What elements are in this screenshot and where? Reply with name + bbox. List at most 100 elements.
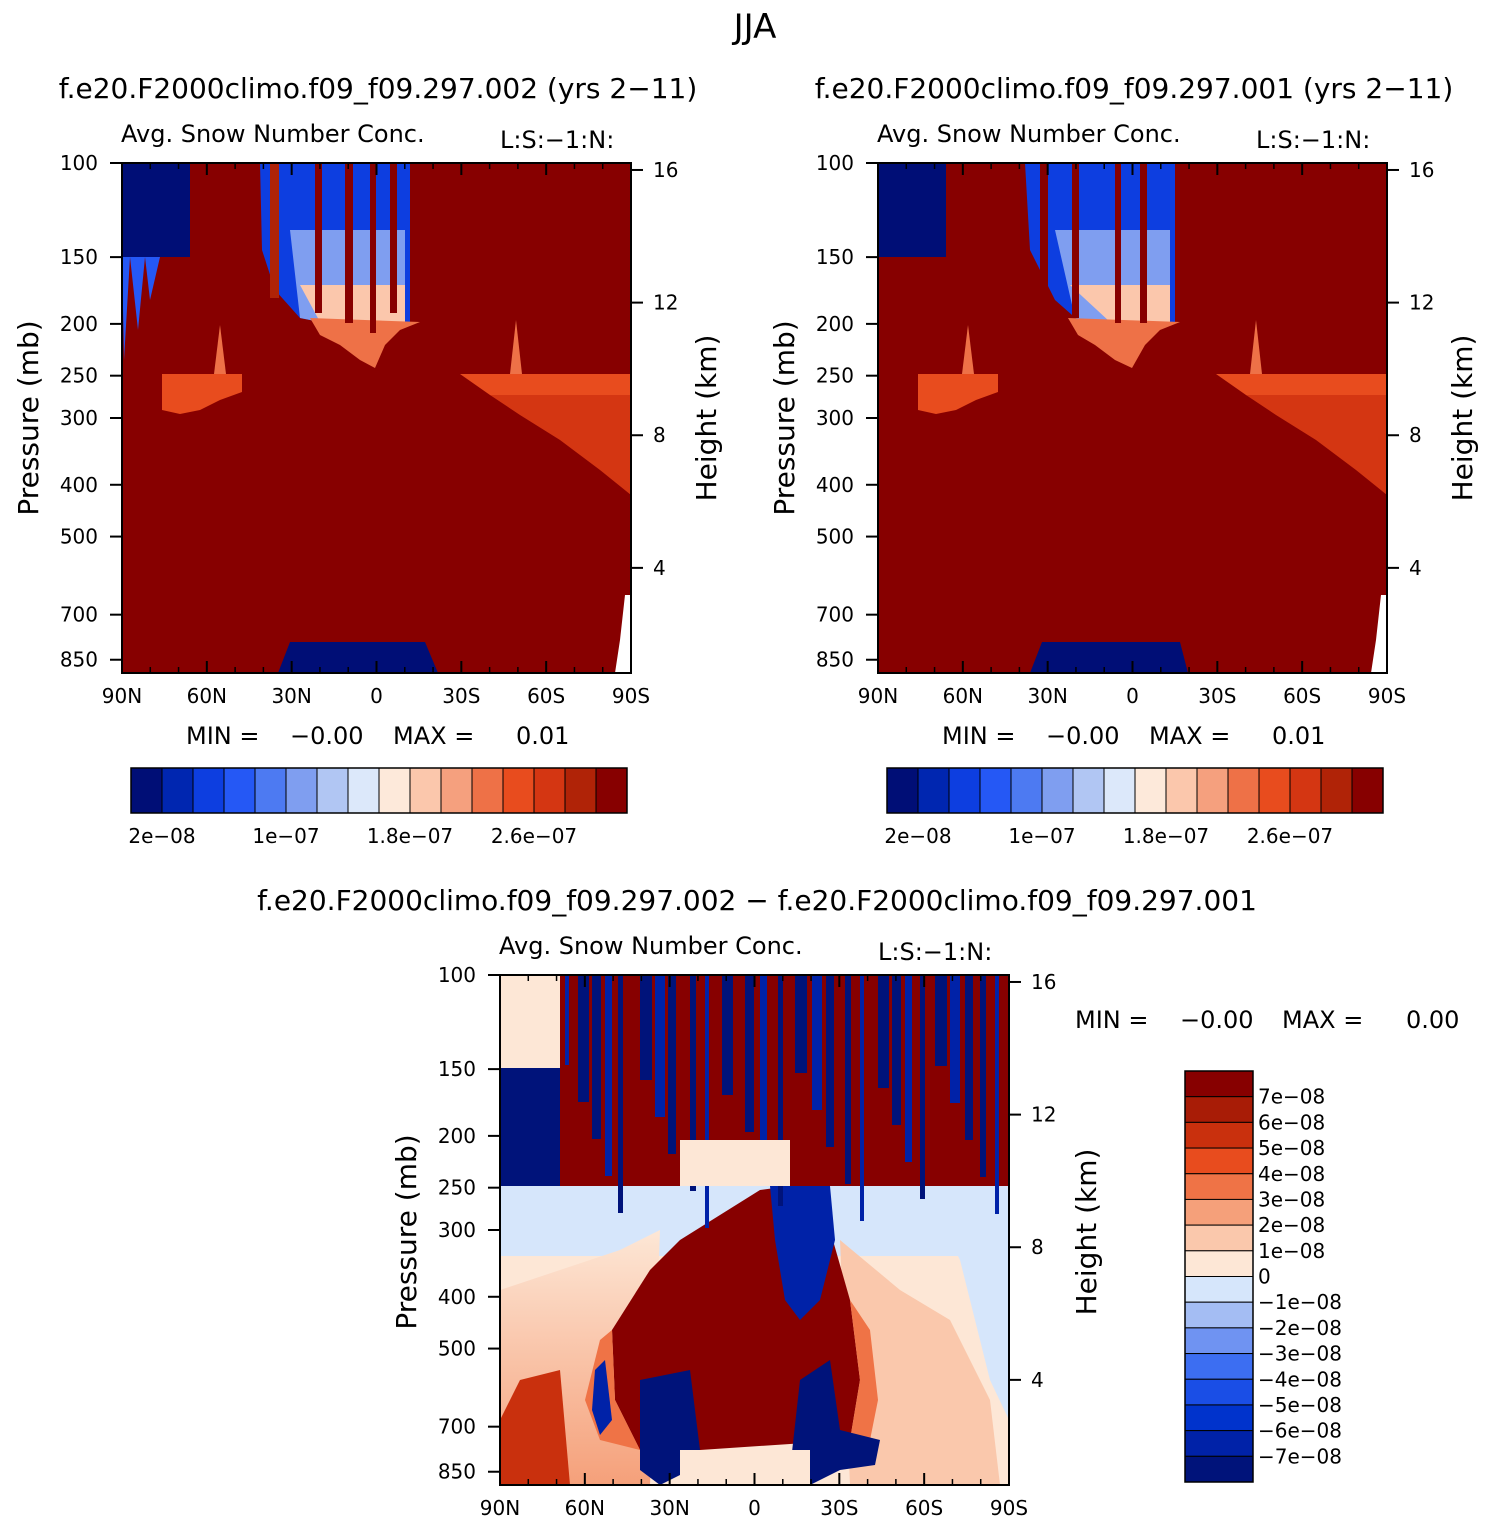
y2-tick-label: 12 xyxy=(653,291,678,315)
colorbar-label: 7e−08 xyxy=(1258,1085,1325,1109)
colorbar-swatch xyxy=(1184,1198,1254,1226)
x-tick-label: 90N xyxy=(102,684,142,708)
field-stripe xyxy=(778,975,783,1206)
x-tick-label: 60N xyxy=(943,684,983,708)
y-tick-label: 400 xyxy=(60,473,98,497)
min-label: MIN = xyxy=(1075,1006,1148,1034)
x-tick-label: 30N xyxy=(649,1496,689,1520)
colorbar-frame xyxy=(130,767,628,814)
panel-title: f.e20.F2000climo.f09_f09.297.002 − f.e20… xyxy=(257,884,1257,917)
field-darkorange-sh xyxy=(490,395,631,495)
colorbar: 2e−08 1e−07 1.8e−07 2.6e−07 xyxy=(884,767,1384,848)
colorbar-frame xyxy=(1184,1070,1254,1483)
field-stripe xyxy=(705,975,709,1228)
y-tick-label: 100 xyxy=(60,151,98,175)
x-tick-label: 60S xyxy=(1283,684,1321,708)
colorbar-swatch xyxy=(1072,767,1105,814)
x-tick-label: 30S xyxy=(820,1496,858,1520)
y2-tick-label: 4 xyxy=(653,556,666,580)
colorbar-swatch xyxy=(254,767,287,814)
field-stripe xyxy=(920,975,925,1199)
field-blue-nh-mid xyxy=(592,1360,612,1435)
field-stripe xyxy=(795,975,807,1073)
panel-title: f.e20.F2000climo.f09_f09.297.001 (yrs 2−… xyxy=(815,72,1454,105)
colorbar-swatch xyxy=(378,767,411,814)
panel-tag: L:S:−1:N: xyxy=(500,126,614,154)
y2-tick-label: 12 xyxy=(1409,291,1434,315)
y2-tick-label: 8 xyxy=(1409,423,1422,447)
x-tick-label: 0 xyxy=(748,1496,761,1520)
y2-tick-label: 4 xyxy=(1409,556,1422,580)
colorbar-label: 3e−08 xyxy=(1258,1187,1325,1211)
field-blue-streaks-nw xyxy=(122,257,160,360)
field-orange-arc xyxy=(1068,318,1180,368)
x-tick-label: 60N xyxy=(565,1496,605,1520)
colorbar-swatch xyxy=(1041,767,1074,814)
colorbar-swatch xyxy=(948,767,981,814)
min-value: −0.00 xyxy=(1180,1006,1254,1034)
max-label: MAX = xyxy=(1282,1006,1363,1034)
field-blue-core-tropics xyxy=(770,1186,835,1320)
colorbar-swatch xyxy=(285,767,318,814)
field-blue-bottom xyxy=(1030,642,1188,673)
field-stripe xyxy=(578,975,589,1102)
field-orange-nh-spike xyxy=(214,325,226,374)
y2-tick-label: 12 xyxy=(1031,1103,1056,1127)
colorbar-swatch xyxy=(223,767,256,814)
colorbar-swatch xyxy=(1184,1224,1254,1252)
field-stripe xyxy=(722,975,733,1095)
x-tick-label: 30S xyxy=(1198,684,1236,708)
colorbar-swatch xyxy=(1184,1455,1254,1483)
field-stripe xyxy=(892,975,901,1125)
field-stripe xyxy=(760,975,767,1169)
colorbar-swatch xyxy=(1184,1378,1254,1406)
min-label: MIN = xyxy=(942,722,1015,750)
field-white-sh-bottom xyxy=(615,595,631,673)
x-ticks: 90N 60N 30N 0 30S 60S 90S 100 150 200 250 300 400 500… xyxy=(816,151,1435,708)
y-tick-label: 700 xyxy=(816,603,854,627)
x-tick-label: 90S xyxy=(1368,684,1406,708)
field-stripe xyxy=(950,975,960,1103)
colorbar-swatch xyxy=(564,767,597,814)
colorbar-label: 2e−08 xyxy=(128,824,195,848)
x-tick-label: 90N xyxy=(858,684,898,708)
y-tick-label: 850 xyxy=(816,648,854,672)
colorbar-swatch xyxy=(409,767,442,814)
y-tick-label: 250 xyxy=(438,1176,476,1200)
y-tick-label: 250 xyxy=(60,364,98,388)
colorbar-label: 1.8e−07 xyxy=(367,824,453,848)
ylabel: Pressure (mb) xyxy=(12,320,45,515)
ylabel: Pressure (mb) xyxy=(768,320,801,515)
max-label: MAX = xyxy=(393,722,474,750)
y-tick-label: 300 xyxy=(60,406,98,430)
field-stripe xyxy=(640,975,652,1080)
y-tick-label: 850 xyxy=(60,648,98,672)
x-ticks: 90N 60N 30N 0 30S 60S 90S 100 150 200 250 300 400 500… xyxy=(60,151,679,708)
field-orange-nh-250 xyxy=(162,374,242,414)
colorbar-label: 2.6e−07 xyxy=(491,824,577,848)
field-red-streak-b xyxy=(1072,163,1079,318)
colorbar-label: 2e−08 xyxy=(1258,1213,1325,1237)
field-orange-arc xyxy=(310,318,420,368)
colorbar-swatch xyxy=(471,767,504,814)
colorbar-label: 0 xyxy=(1258,1265,1271,1289)
colorbar-swatch xyxy=(1184,1301,1254,1329)
field-stripe xyxy=(592,975,601,1139)
x-tick-label: 90S xyxy=(612,684,650,708)
colorbar: 2e−08 1e−07 1.8e−07 2.6e−07 xyxy=(128,767,628,848)
panel-title: f.e20.F2000climo.f09_f09.297.002 (yrs 2−… xyxy=(59,72,698,105)
y-tick-label: 300 xyxy=(438,1218,476,1242)
colorbar-swatch xyxy=(979,767,1012,814)
field-red-streak-c xyxy=(345,163,353,323)
colorbar-swatch xyxy=(502,767,535,814)
field-red-nh-bottom xyxy=(500,1370,570,1485)
field-stripe xyxy=(655,975,665,1117)
x-tick-label: 30N xyxy=(271,684,311,708)
page-title: JJA xyxy=(732,7,777,47)
y-tick-label: 850 xyxy=(438,1460,476,1484)
y2label: Height (km) xyxy=(1446,335,1479,502)
field-red-streak-c xyxy=(1115,163,1121,323)
y-tick-label: 700 xyxy=(438,1415,476,1439)
panel-case2: f.e20.F2000climo.f09_f09.297.002 (yrs 2−… xyxy=(12,72,723,848)
colorbar-swatch xyxy=(1184,1121,1254,1149)
